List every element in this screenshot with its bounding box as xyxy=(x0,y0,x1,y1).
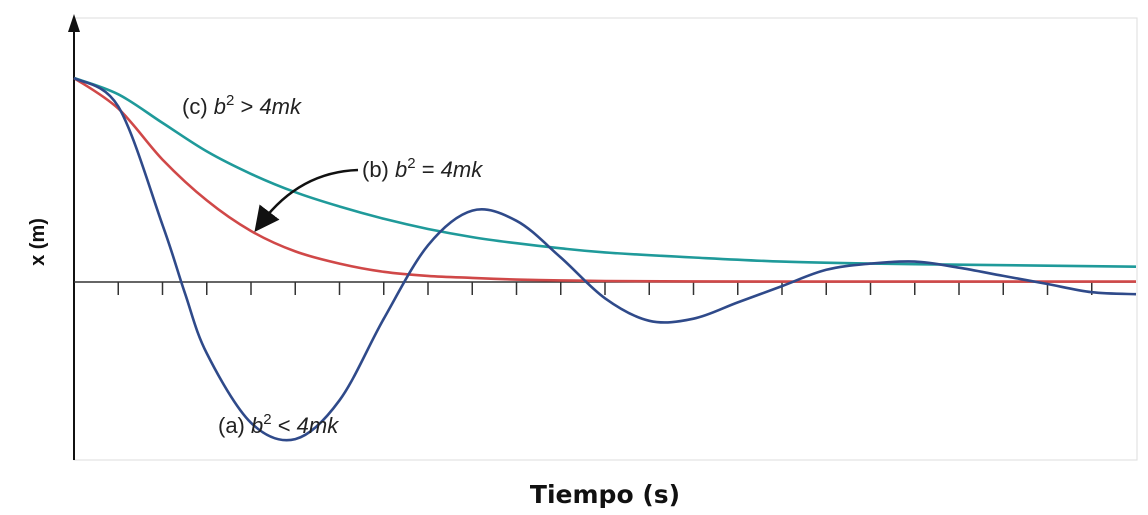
series-layer xyxy=(73,76,1137,442)
annotation-b-arrow xyxy=(254,168,359,232)
annotation-b: (b) b2 = 4mk xyxy=(362,155,483,182)
annotation-c: (c) b2 > 4mk xyxy=(182,92,302,119)
x-axis-ticks xyxy=(117,282,1093,295)
y-axis-arrow xyxy=(68,14,80,32)
plot-frame xyxy=(73,17,1138,461)
series-line-b xyxy=(73,76,1136,283)
series-line-c xyxy=(73,76,1137,268)
series-line-a xyxy=(73,76,1137,442)
y-axis-label: x (m) xyxy=(27,218,49,266)
annotation-a: (a) b2 < 4mk xyxy=(218,411,339,438)
x-axis-label: Tiempo (s) xyxy=(530,480,680,509)
